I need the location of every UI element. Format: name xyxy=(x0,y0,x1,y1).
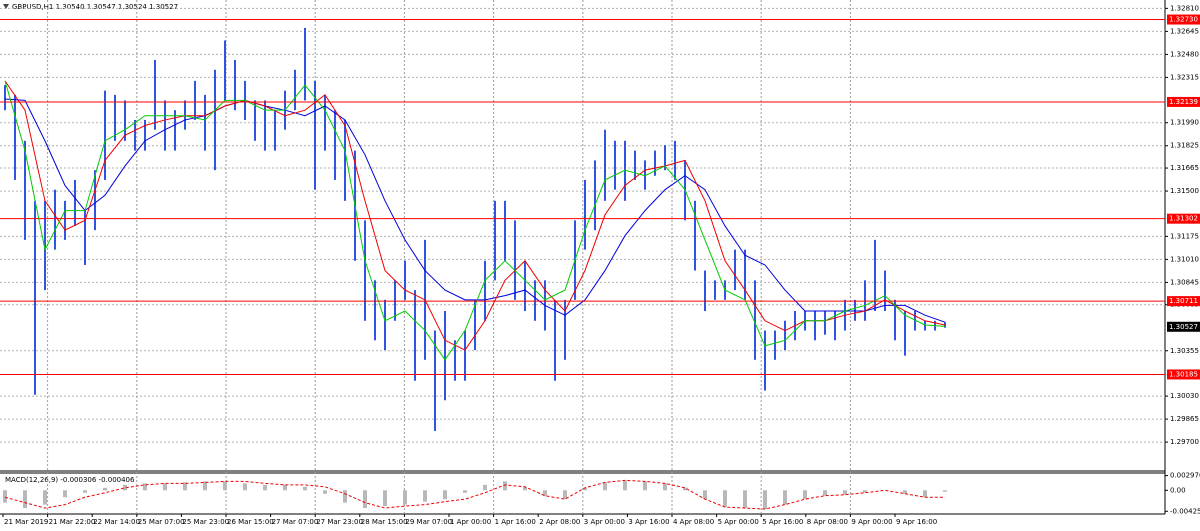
moving-average xyxy=(4,80,946,361)
level-label: 1.32730 xyxy=(1169,16,1198,24)
moving-average xyxy=(4,98,946,323)
x-tick-label: 9 Apr 16:00 xyxy=(896,518,937,526)
x-tick-label: 29 Mar 07:00 xyxy=(405,518,452,526)
x-tick-label: 8 Apr 08:00 xyxy=(807,518,848,526)
moving-average xyxy=(4,80,946,351)
y-tick-label: 1.32315 xyxy=(1170,73,1199,81)
y-tick-label: 1.29865 xyxy=(1170,415,1199,423)
window-icon xyxy=(3,4,9,9)
x-tick-label: 2 Apr 08:00 xyxy=(539,518,580,526)
x-tick-label: 5 Apr 16:00 xyxy=(762,518,803,526)
last-price-box xyxy=(1167,321,1200,332)
y-tick-label: 1.31825 xyxy=(1170,142,1199,150)
y-tick-label: 1.31175 xyxy=(1170,232,1199,240)
y-tick-label: 1.32810 xyxy=(1170,4,1199,12)
macd-title: MACD(12,26,9) -0.000306 -0.000406 xyxy=(5,476,135,484)
y-tick-label: 1.31010 xyxy=(1170,255,1199,263)
level-label-box xyxy=(1167,96,1200,107)
y-tick-label: 1.31665 xyxy=(1170,164,1199,172)
y-tick-label: 1.31500 xyxy=(1170,187,1199,195)
y-tick-label: 1.32645 xyxy=(1170,27,1199,35)
x-tick-label: 26 Mar 15:00 xyxy=(227,518,274,526)
x-tick-label: 22 Mar 14:00 xyxy=(93,518,140,526)
x-tick-label: 28 Mar 15:00 xyxy=(361,518,408,526)
x-tick-label: 25 Mar 07:00 xyxy=(138,518,185,526)
x-tick-label: 25 Mar 23:00 xyxy=(182,518,229,526)
y-tick-label: 1.31990 xyxy=(1170,119,1199,127)
y-tick-label: 1.30355 xyxy=(1170,347,1199,355)
level-label: 1.30185 xyxy=(1169,370,1198,378)
last-price-label: 1.30527 xyxy=(1169,323,1198,331)
x-tick-label: 4 Apr 08:00 xyxy=(673,518,714,526)
y-tick-label: 0.00 xyxy=(1170,486,1186,494)
chart-title: GBPUSD,H1 1.30540 1.30547 1.30524 1.3052… xyxy=(12,3,178,11)
x-tick-label: 3 Apr 00:00 xyxy=(584,518,625,526)
x-tick-label: 9 Apr 00:00 xyxy=(851,518,892,526)
level-label: 1.32139 xyxy=(1169,98,1198,106)
y-tick-label: 1.29700 xyxy=(1170,438,1199,446)
y-tick-label: -0.004251 xyxy=(1170,507,1200,515)
x-tick-label: 27 Mar 23:00 xyxy=(316,518,363,526)
x-tick-label: 5 Apr 00:00 xyxy=(718,518,759,526)
level-label: 1.31302 xyxy=(1169,215,1198,223)
level-label: 1.30711 xyxy=(1169,297,1198,305)
y-tick-label: 1.30845 xyxy=(1170,278,1199,286)
level-label-box xyxy=(1167,369,1200,380)
y-tick-label: 1.30030 xyxy=(1170,392,1199,400)
x-tick-label: 1 Apr 16:00 xyxy=(495,518,536,526)
x-tick-label: 21 Mar 22:00 xyxy=(49,518,96,526)
y-tick-label: 1.32480 xyxy=(1170,50,1199,58)
x-tick-label: 3 Apr 16:00 xyxy=(628,518,669,526)
x-tick-label: 21 Mar 2019 xyxy=(4,518,48,526)
level-label-box xyxy=(1167,14,1200,25)
y-tick-label: 0.002976 xyxy=(1170,472,1200,480)
level-label-box xyxy=(1167,213,1200,224)
signal-line xyxy=(4,479,945,510)
x-tick-label: 27 Mar 07:00 xyxy=(272,518,319,526)
x-tick-label: 1 Apr 00:00 xyxy=(450,518,491,526)
level-label-box xyxy=(1167,296,1200,307)
